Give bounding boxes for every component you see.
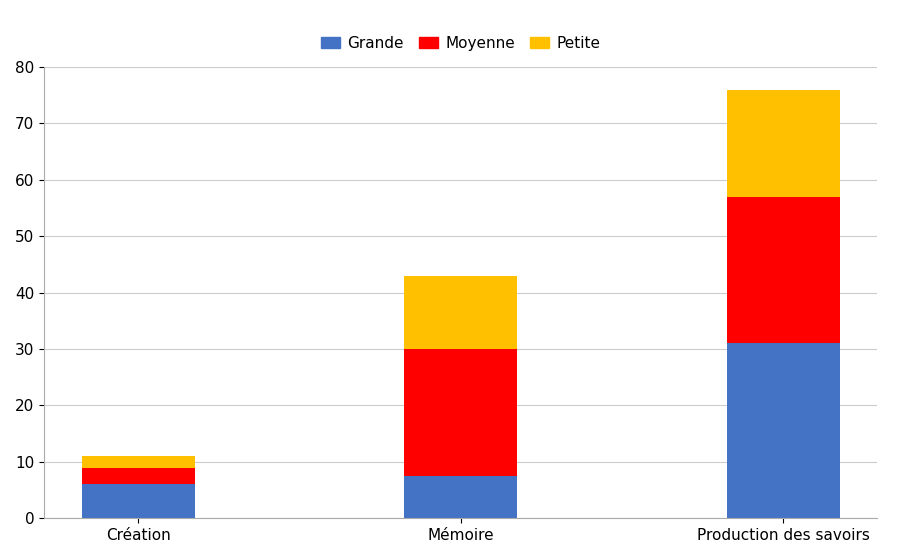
Bar [82,484,194,518]
Bar [82,456,194,468]
Bar [727,90,840,197]
Bar [82,468,194,484]
Bar [727,197,840,343]
Legend: Grande, Moyenne, Petite: Grande, Moyenne, Petite [315,30,607,57]
Bar [404,476,518,518]
Bar [727,343,840,518]
Bar [404,349,518,476]
Bar [404,276,518,349]
